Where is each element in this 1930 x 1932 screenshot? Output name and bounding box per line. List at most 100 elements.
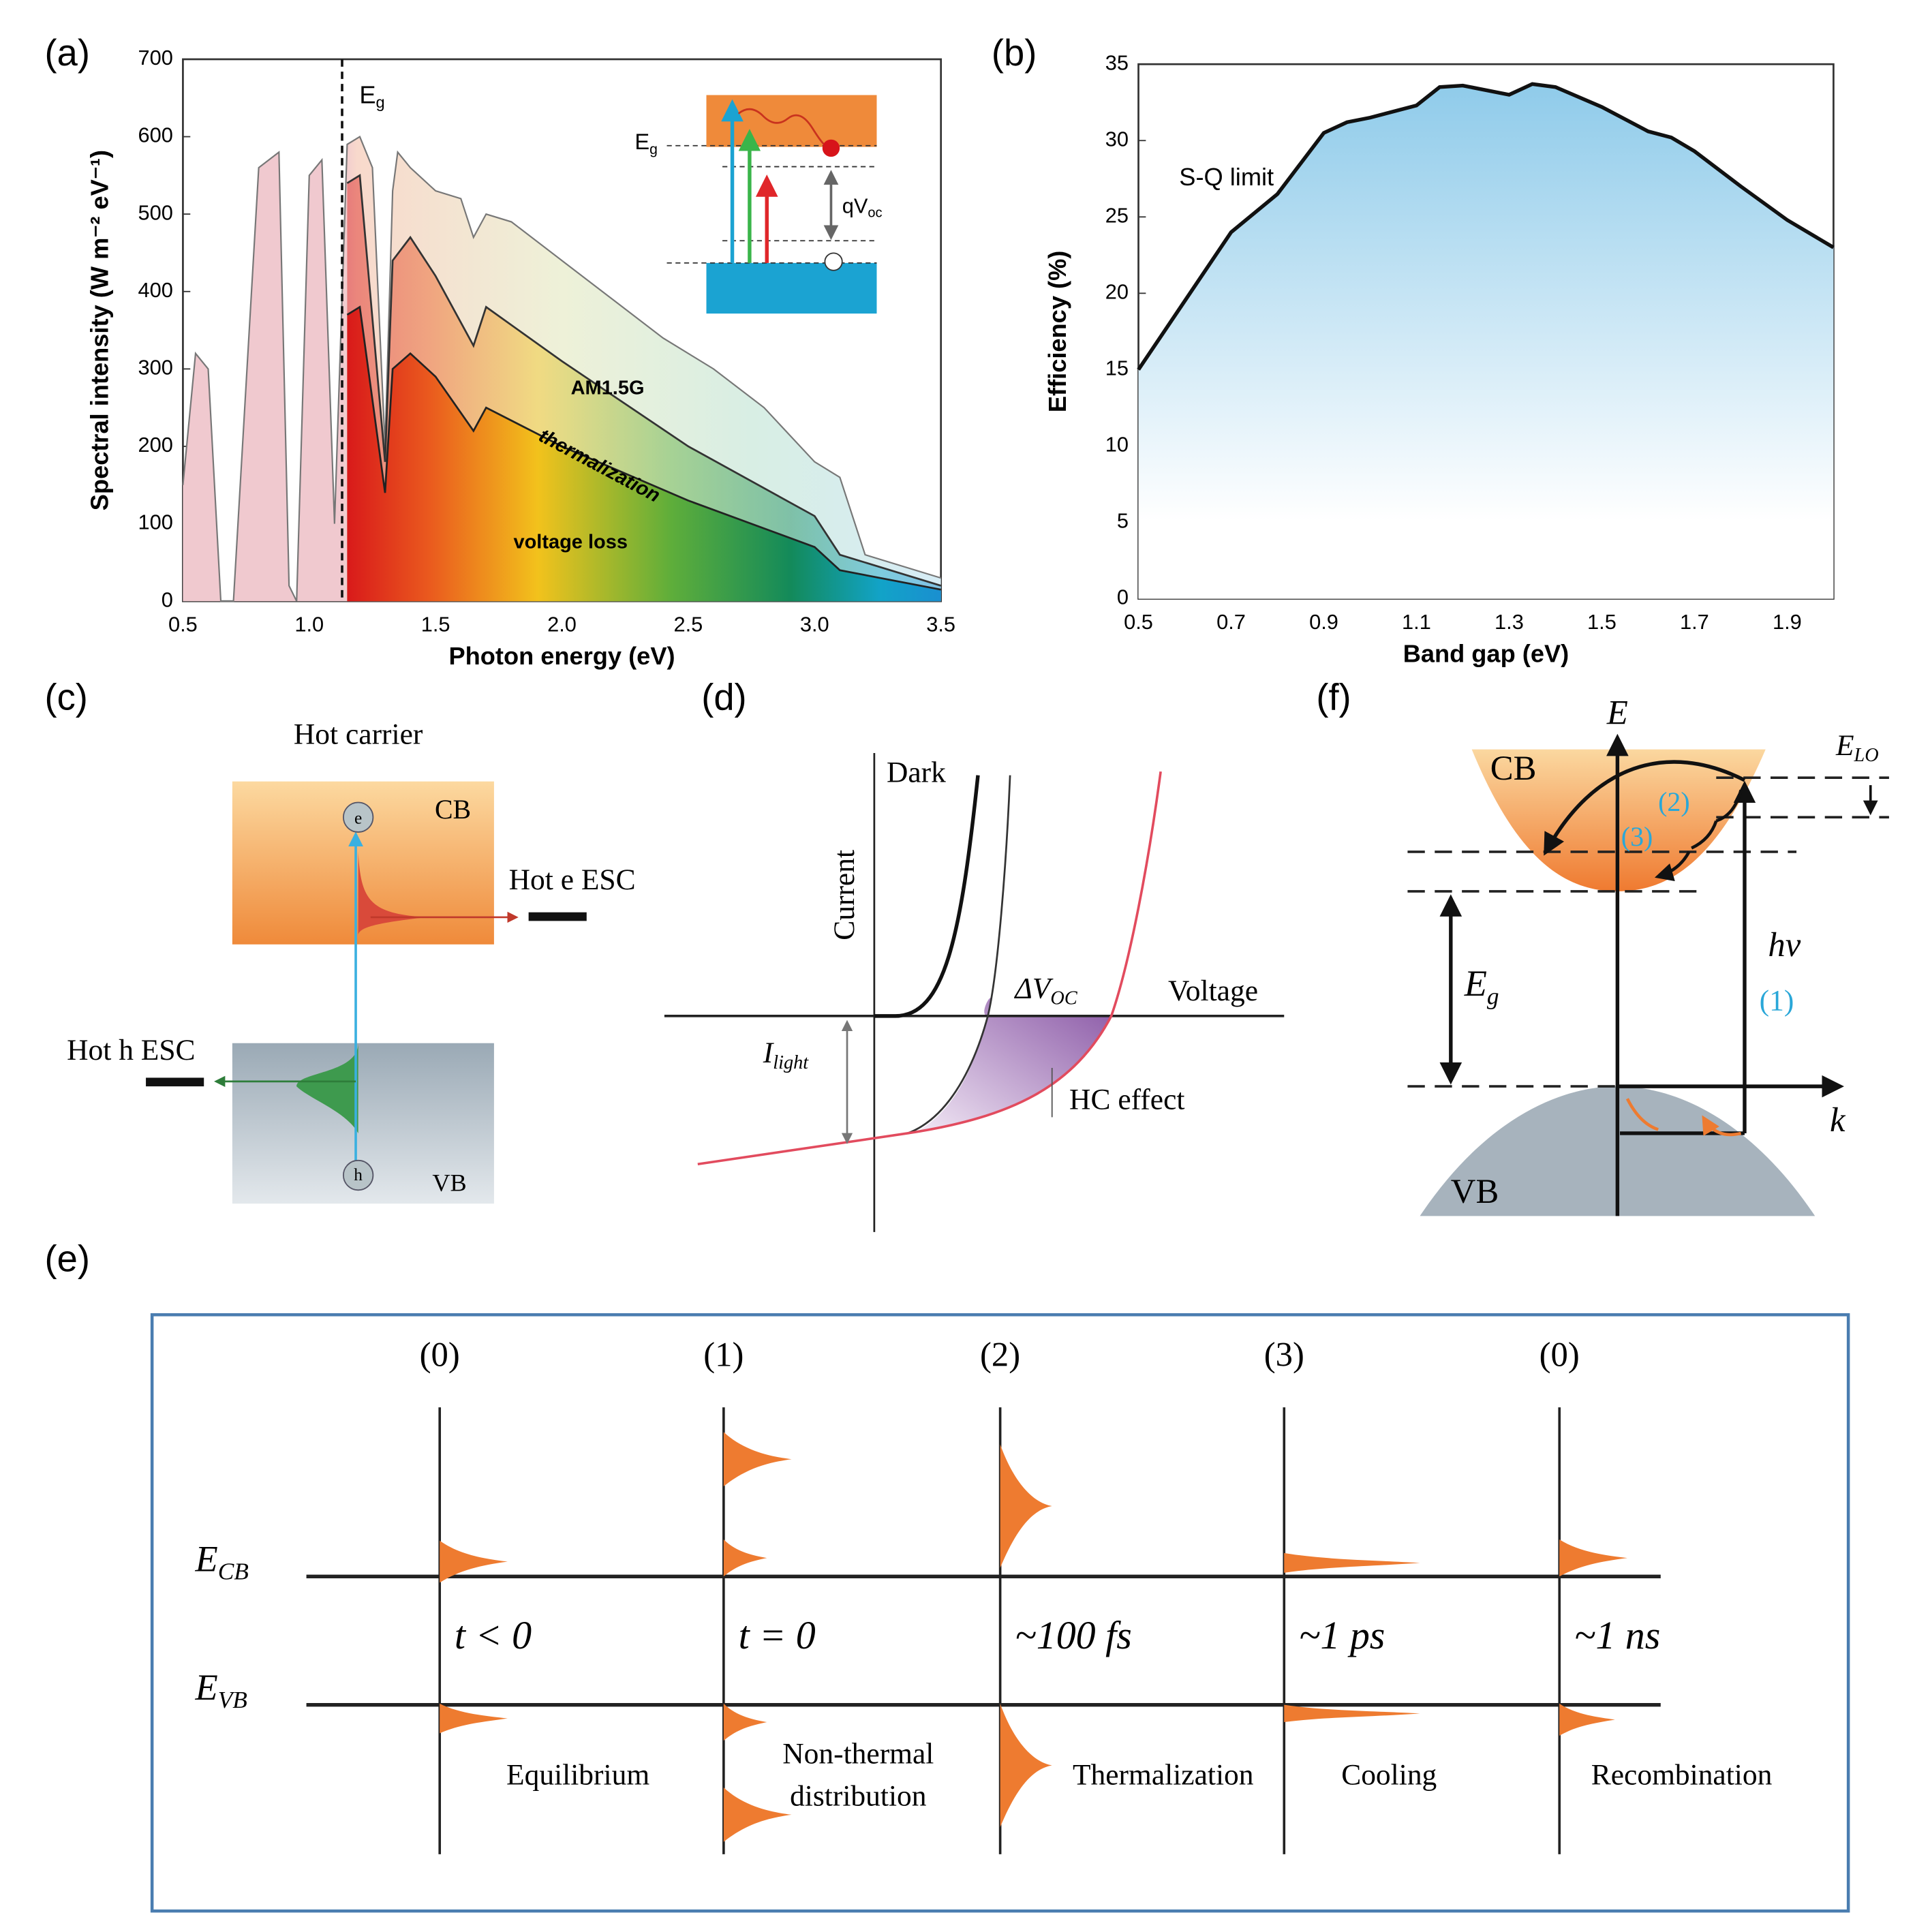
contact (528, 912, 587, 921)
x-tick-label: 2.5 (674, 613, 703, 637)
x-tick-label: 0.5 (1124, 610, 1153, 634)
panel-label: (d) (701, 676, 746, 718)
line (346, 174, 942, 587)
x-tick-label: 1.1 (1402, 610, 1431, 634)
elo-label-symbol: E (1835, 729, 1854, 762)
series-label: voltage loss (514, 532, 628, 553)
hc-label: HC effect (1069, 1084, 1184, 1116)
y-tick-label: 20 (1105, 280, 1129, 304)
bandgap-label-subscript: g (376, 93, 385, 111)
inset-eg: Eg (634, 129, 658, 157)
evb-label-symbol: E (195, 1667, 218, 1708)
x-tick-label: 1.7 (1680, 610, 1709, 634)
y-tick-label: 15 (1105, 356, 1129, 380)
cb-label: CB (435, 794, 471, 825)
distribution (1559, 1703, 1615, 1736)
hv-label: hν (1768, 925, 1801, 964)
y-tick-label: 300 (138, 356, 173, 380)
dvoc-label-symbol: ΔV (1013, 972, 1054, 1005)
contact (146, 1077, 204, 1087)
h-label: h (354, 1165, 363, 1184)
evb-label: EVB (195, 1667, 247, 1713)
electron (343, 801, 374, 833)
step-label: (1) (1760, 985, 1794, 1017)
hc-curve (697, 771, 1162, 1166)
x-tick-label: 1.5 (1587, 610, 1617, 634)
stage-name: Thermalization (1073, 1759, 1254, 1792)
line (182, 135, 941, 602)
inset (667, 95, 877, 314)
escape-label: Hot h ESC (67, 1034, 195, 1067)
hot-h-dist (296, 1043, 358, 1133)
dark-curve (874, 775, 980, 1018)
x-tick-label: 2.0 (547, 613, 577, 637)
elo-label-subscript: LO (1854, 745, 1879, 766)
panel-f (1407, 733, 1889, 1216)
y-tick-label: 400 (138, 278, 173, 302)
distribution (723, 1703, 767, 1741)
stage-index: (3) (1264, 1335, 1304, 1373)
stage-index: (2) (980, 1335, 1020, 1373)
y-tick-label: 30 (1105, 127, 1129, 151)
eg-label-subscript: g (1487, 983, 1499, 1010)
bandgap-label-symbol: E (359, 80, 376, 108)
inset-qvoc-symbol: qV (842, 194, 868, 217)
dark-label: Dark (887, 756, 946, 789)
x-tick-label: 1.9 (1773, 610, 1802, 634)
stage-name: distribution (790, 1779, 927, 1812)
step-label: (2) (1658, 786, 1689, 817)
recomb-arrows (1625, 1098, 1742, 1137)
e-axis-label: E (1606, 693, 1628, 731)
stage-time: ~100 fs (1015, 1613, 1131, 1657)
x-tick-label: 0.7 (1216, 610, 1246, 634)
step-label: (3) (1621, 821, 1653, 852)
stage-name: Non-thermal (782, 1738, 934, 1770)
k-axis-label: k (1830, 1101, 1846, 1139)
stage-name: Cooling (1341, 1759, 1437, 1792)
inset-eg-symbol: E (634, 129, 649, 154)
y-tick-label: 5 (1117, 509, 1129, 533)
dvoc-label-subscript: OC (1050, 988, 1077, 1009)
panel-label: (a) (45, 32, 90, 74)
line (346, 305, 941, 591)
inset-eg-subscript: g (649, 142, 658, 157)
stage-index: (0) (1540, 1335, 1580, 1373)
y-tick-label: 200 (138, 433, 173, 457)
stage-time: ~1 ps (1299, 1613, 1385, 1657)
escape-label: Hot e ESC (509, 863, 636, 896)
x-axis-label: Photon energy (eV) (449, 642, 675, 670)
area (347, 307, 941, 602)
panel-label: (c) (45, 676, 88, 718)
distribution (1284, 1704, 1420, 1723)
bandgap-label: Eg (359, 80, 384, 112)
y-tick-label: 35 (1105, 50, 1129, 74)
y-tick-label: 500 (138, 200, 173, 224)
light-curve (907, 775, 1011, 1135)
distribution (723, 1432, 792, 1487)
cooling-arrows (1658, 789, 1743, 876)
hc-region (913, 998, 1112, 1133)
x-tick-label: 3.0 (800, 613, 829, 637)
current-label: Current (828, 850, 861, 940)
distribution (1000, 1703, 1052, 1828)
panel-label: (f) (1316, 676, 1351, 718)
y-tick-label: 25 (1105, 203, 1129, 227)
x-tick-label: 3.5 (926, 613, 955, 637)
distribution (1559, 1539, 1627, 1577)
x-axis-label: Band gap (eV) (1403, 639, 1569, 667)
electron (822, 139, 840, 157)
dvoc-label: ΔVOC (1013, 972, 1077, 1010)
stage-name: Recombination (1591, 1759, 1773, 1792)
ilight-label-subscript: light (773, 1052, 809, 1073)
vb-band (706, 262, 877, 314)
ecb-label: ECB (195, 1539, 249, 1585)
evb-label-subscript: VB (218, 1687, 247, 1713)
x-tick-label: 0.5 (168, 613, 198, 637)
cb-label: CB (1490, 749, 1537, 787)
y-axis-label: Efficiency (%) (1043, 251, 1071, 412)
ilight-label: Ilight (763, 1037, 809, 1074)
hole (824, 252, 843, 271)
hole (343, 1159, 374, 1191)
series-label: S-Q limit (1179, 163, 1274, 191)
